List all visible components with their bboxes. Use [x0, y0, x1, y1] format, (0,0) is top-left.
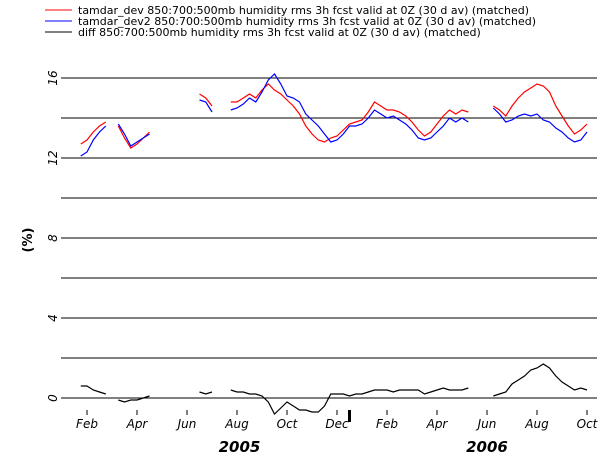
series-line — [80, 73, 588, 157]
series-line — [80, 363, 588, 415]
y-tick-label: 0 — [46, 394, 60, 402]
y-tick-label: 8 — [46, 234, 60, 242]
series-line — [80, 83, 588, 149]
x-tick-label: Aug — [224, 417, 249, 431]
x-tick-label: Jun — [176, 417, 197, 431]
legend-label: diff 850:700:500mb humidity rms 3h fcst … — [78, 26, 481, 39]
y-axis-label: (%) — [21, 228, 36, 253]
x-tick-label: Aug — [524, 417, 549, 431]
year-label: 2006 — [466, 438, 508, 456]
legend-label: tamdar_dev2 850:700:500mb humidity rms 3… — [78, 15, 536, 28]
year-label: 2005 — [219, 438, 261, 456]
x-tick-label: Oct — [577, 417, 599, 431]
y-tick-label: 12 — [46, 150, 60, 165]
x-tick-label: Dec — [325, 417, 349, 431]
y-tick-label: 16 — [46, 70, 60, 86]
y-tick-label: 4 — [46, 314, 60, 322]
x-tick-label: Apr — [426, 417, 449, 431]
legend-label: tamdar_dev 850:700:500mb humidity rms 3h… — [78, 4, 529, 17]
x-tick-label: Apr — [126, 417, 149, 431]
x-tick-label: Feb — [76, 417, 98, 431]
x-tick-label: Oct — [277, 417, 299, 431]
x-tick-label: Feb — [376, 417, 398, 431]
x-tick-label: Jun — [476, 417, 497, 431]
